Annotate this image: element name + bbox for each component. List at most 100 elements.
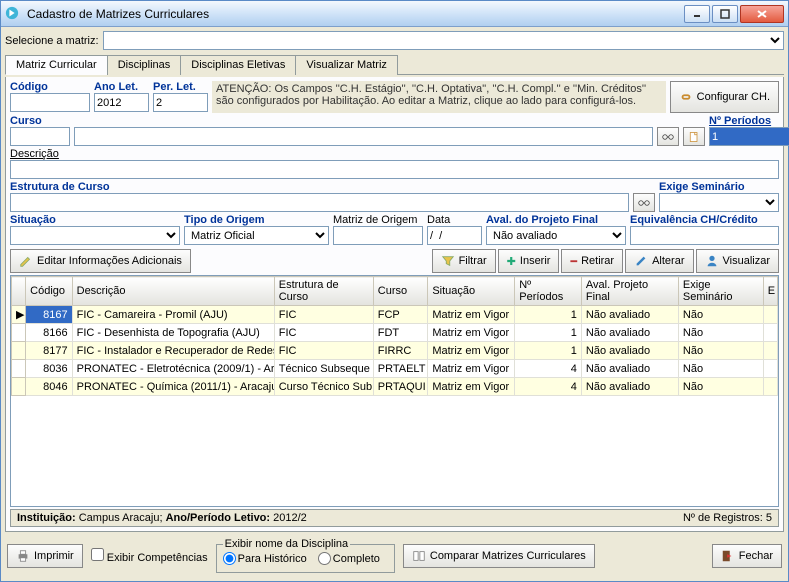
col-header[interactable]: Curso [373, 277, 428, 306]
curso-code-input[interactable] [10, 127, 70, 146]
table-row[interactable]: 8036PRONATEC - Eletrotécnica (2009/1) - … [12, 360, 778, 378]
table-cell: Não [678, 324, 763, 342]
n-periodos-label: Nº Períodos [709, 115, 779, 127]
exibir-comp-checkbox[interactable]: Exibir Competências [91, 548, 208, 564]
minimize-button[interactable] [684, 5, 710, 23]
table-cell: 8166 [26, 324, 72, 342]
table-cell: 1 [515, 324, 582, 342]
alterar-button[interactable]: Alterar [625, 249, 693, 273]
table-cell: 1 [515, 342, 582, 360]
table-cell: PRONATEC - Eletrotécnica (2009/1) - Arac [72, 360, 274, 378]
exit-icon [721, 549, 735, 563]
col-header[interactable]: Estrutura de Curso [274, 277, 373, 306]
table-cell: Curso Técnico Sub [274, 378, 373, 396]
app-icon [5, 6, 21, 22]
col-header[interactable]: Exige Seminário [678, 277, 763, 306]
table-cell: Não avaliado [581, 342, 678, 360]
configurar-ch-button[interactable]: Configurar CH. [670, 81, 779, 113]
link-icon [679, 90, 693, 104]
exibir-nome-fieldset: Exibir nome da Disciplina Para Histórico… [216, 538, 395, 573]
table-cell: 8046 [26, 378, 72, 396]
table-row[interactable]: ▶8167FIC - Camareira - Promil (AJU)FICFC… [12, 306, 778, 324]
descricao-label: Descrição [10, 148, 779, 160]
table-cell: FIC [274, 306, 373, 324]
table-cell: FCP [373, 306, 428, 324]
tab-visualizar-matriz[interactable]: Visualizar Matriz [295, 55, 398, 75]
table-cell: Não [678, 378, 763, 396]
bottom-toolbar: Imprimir Exibir Competências Exibir nome… [5, 534, 784, 577]
estrutura-input[interactable] [10, 193, 629, 212]
equivalencia-label: Equivalência CH/Crédito [630, 214, 779, 226]
matrix-selector-row: Selecione a matriz: [5, 31, 784, 50]
equivalencia-input[interactable] [630, 226, 779, 245]
col-header[interactable]: Código [26, 277, 72, 306]
inserir-button[interactable]: ✚Inserir [498, 249, 560, 273]
table-cell: Não avaliado [581, 360, 678, 378]
ano-let-input[interactable] [94, 93, 149, 112]
close-button[interactable] [740, 5, 784, 23]
exige-seminario-label: Exige Seminário [659, 181, 779, 193]
n-periodos-input[interactable] [709, 127, 789, 146]
matriz-origem-label: Matriz de Origem [333, 214, 423, 226]
table-cell: PRTAQUI [373, 378, 428, 396]
data-label: Data [427, 214, 482, 226]
table-cell: Não avaliado [581, 378, 678, 396]
table-cell: Não [678, 306, 763, 324]
table-cell: FIC [274, 324, 373, 342]
situacao-label: Situação [10, 214, 180, 226]
fechar-button[interactable]: Fechar [712, 544, 782, 568]
filtrar-button[interactable]: Filtrar [432, 249, 496, 273]
table-cell: Matriz em Vigor [428, 342, 515, 360]
comparar-button[interactable]: Comparar Matrizes Curriculares [403, 544, 595, 568]
curso-label: Curso [10, 115, 705, 127]
table-row[interactable]: 8046PRONATEC - Química (2011/1) - Aracaj… [12, 378, 778, 396]
matriz-origem-input[interactable] [333, 226, 423, 245]
binoculars-icon [638, 196, 650, 210]
per-let-label: Per. Let. [153, 81, 208, 93]
table-cell: FIC [274, 342, 373, 360]
col-header[interactable]: Nº Períodos [515, 277, 582, 306]
table-cell: 8036 [26, 360, 72, 378]
table-cell: FIRRC [373, 342, 428, 360]
data-grid[interactable]: CódigoDescriçãoEstrutura de CursoCursoSi… [10, 275, 779, 507]
table-cell: FIC - Camareira - Promil (AJU) [72, 306, 274, 324]
table-row[interactable]: 8166FIC - Desenhista de Topografia (AJU)… [12, 324, 778, 342]
maximize-button[interactable] [712, 5, 738, 23]
radio-historico[interactable]: Para Histórico [223, 552, 307, 565]
editar-info-button[interactable]: Editar Informações Adicionais [10, 249, 191, 273]
col-header[interactable]: Situação [428, 277, 515, 306]
table-cell: Não avaliado [581, 324, 678, 342]
data-input[interactable] [427, 226, 482, 245]
radio-completo[interactable]: Completo [318, 552, 380, 565]
table-cell: Matriz em Vigor [428, 306, 515, 324]
curso-search-button[interactable] [657, 127, 679, 146]
estrutura-search-button[interactable] [633, 193, 655, 212]
exige-seminario-select[interactable] [659, 193, 779, 212]
col-header[interactable]: Descrição [72, 277, 274, 306]
tab-matriz-curricular[interactable]: Matriz Curricular [5, 55, 108, 75]
table-cell: FIC - Instalador e Recuperador de Redes … [72, 342, 274, 360]
descricao-input[interactable] [10, 160, 779, 179]
select-matrix-label: Selecione a matriz: [5, 35, 99, 47]
curso-name-input[interactable] [74, 127, 653, 146]
table-cell [763, 360, 777, 378]
per-let-input[interactable] [153, 93, 208, 112]
tab-disciplinas[interactable]: Disciplinas [107, 55, 182, 75]
alter-icon [634, 254, 648, 268]
status-bar: Instituição: Campus Aracaju; Ano/Período… [10, 509, 779, 527]
visualizar-button[interactable]: Visualizar [696, 249, 780, 273]
curso-new-button[interactable] [683, 127, 705, 146]
imprimir-button[interactable]: Imprimir [7, 544, 83, 568]
printer-icon [16, 549, 30, 563]
matrix-select[interactable] [103, 31, 784, 50]
table-row[interactable]: 8177FIC - Instalador e Recuperador de Re… [12, 342, 778, 360]
tipo-origem-select[interactable]: Matriz Oficial [184, 226, 329, 245]
retirar-button[interactable]: ━Retirar [561, 249, 623, 273]
estrutura-label: Estrutura de Curso [10, 181, 655, 193]
codigo-input[interactable] [10, 93, 90, 112]
aval-projeto-select[interactable]: Não avaliado [486, 226, 626, 245]
col-header[interactable]: E [763, 277, 777, 306]
col-header[interactable]: Aval. Projeto Final [581, 277, 678, 306]
situacao-select[interactable] [10, 226, 180, 245]
tab-disciplinas-eletivas[interactable]: Disciplinas Eletivas [180, 55, 296, 75]
